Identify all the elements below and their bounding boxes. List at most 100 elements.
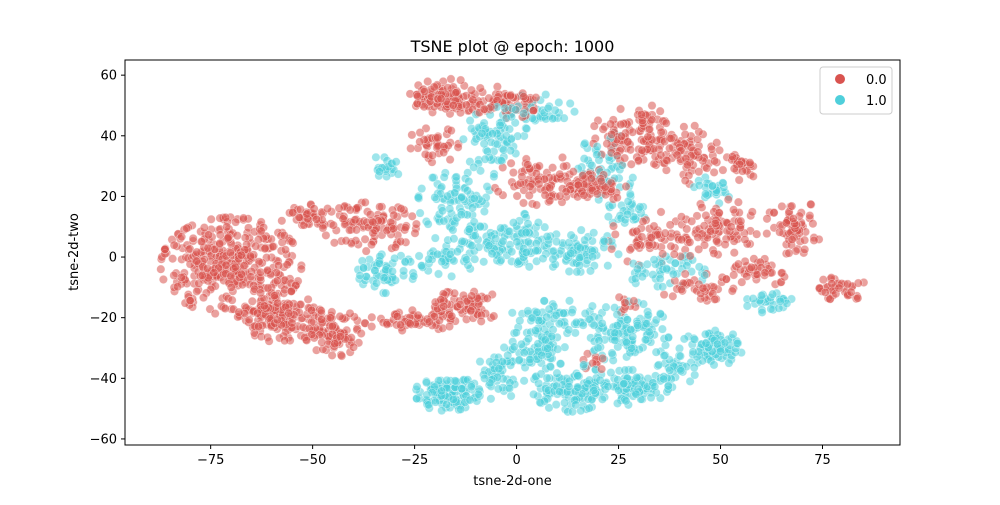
scatter-point-class-0: [177, 232, 187, 242]
scatter-point-class-1: [578, 320, 588, 330]
scatter-point-class-0: [222, 222, 232, 232]
scatter-point-class-0: [658, 249, 668, 259]
scatter-point-class-1: [540, 335, 550, 345]
scatter-point-class-0: [246, 251, 256, 261]
scatter-point-class-1: [480, 373, 490, 383]
scatter-point-class-1: [487, 249, 497, 259]
scatter-point-class-0: [714, 145, 724, 155]
scatter-point-class-0: [351, 225, 361, 235]
scatter-point-class-0: [777, 201, 787, 211]
scatter-point-class-1: [607, 348, 617, 358]
scatter-point-class-1: [658, 282, 668, 292]
scatter-point-class-1: [679, 334, 689, 344]
scatter-point-class-1: [556, 359, 566, 369]
scatter-point-class-0: [616, 104, 626, 114]
scatter-point-class-0: [287, 237, 297, 247]
scatter-point-class-0: [834, 283, 844, 293]
scatter-point-class-1: [589, 320, 599, 330]
scatter-point-class-1: [766, 304, 776, 314]
scatter-point-class-1: [448, 225, 458, 235]
scatter-point-class-0: [805, 211, 815, 221]
scatter-point-class-0: [712, 138, 722, 148]
scatter-point-class-0: [262, 265, 272, 275]
scatter-point-class-0: [367, 322, 377, 332]
scatter-point-class-0: [223, 233, 233, 243]
x-tick-label: −25: [401, 453, 428, 468]
scatter-point-class-1: [393, 169, 403, 179]
scatter-point-class-0: [548, 163, 558, 173]
scatter-point-class-0: [215, 230, 225, 240]
x-axis: −75 −50 −25 0 25 50 75: [197, 445, 831, 468]
y-axis-label: tsne-2d-two: [67, 213, 82, 291]
scatter-point-class-1: [496, 156, 506, 166]
scatter-point-class-1: [587, 160, 597, 170]
scatter-point-class-1: [417, 184, 427, 194]
scatter-point-class-0: [698, 283, 708, 293]
scatter-point-class-0: [407, 130, 417, 140]
legend-label-1: 1.0: [866, 94, 887, 109]
scatter-point-class-0: [579, 190, 589, 200]
scatter-point-class-1: [542, 312, 552, 322]
scatter-point-class-0: [534, 161, 544, 171]
scatter-point-class-0: [375, 202, 385, 212]
scatter-point-class-1: [732, 338, 742, 348]
scatter-point-class-0: [625, 145, 635, 155]
scatter-point-class-1: [564, 266, 574, 276]
scatter-point-class-1: [621, 396, 631, 406]
scatter-point-class-1: [648, 270, 658, 280]
scatter-point-class-0: [647, 101, 657, 111]
scatter-point-class-1: [479, 207, 489, 217]
scatter-point-class-0: [192, 247, 202, 257]
scatter-point-class-0: [685, 237, 695, 247]
scatter-point-class-0: [192, 256, 202, 266]
scatter-point-class-1: [659, 351, 669, 361]
scatter-point-class-1: [649, 255, 659, 265]
scatter-point-class-1: [489, 172, 499, 182]
scatter-point-class-0: [263, 283, 273, 293]
scatter-point-class-0: [660, 228, 670, 238]
scatter-point-class-1: [635, 202, 645, 212]
scatter-point-class-1: [663, 333, 673, 343]
scatter-point-class-0: [286, 286, 296, 296]
scatter-point-class-1: [500, 103, 510, 113]
scatter-point-class-0: [341, 236, 351, 246]
scatter-point-class-0: [666, 133, 676, 143]
scatter-point-class-1: [573, 371, 583, 381]
scatter-point-class-0: [411, 219, 421, 229]
scatter-point-class-1: [524, 262, 534, 272]
scatter-point-class-0: [644, 124, 654, 134]
scatter-point-class-0: [468, 95, 478, 105]
scatter-point-class-0: [606, 119, 616, 129]
scatter-point-class-0: [701, 211, 711, 221]
scatter-point-class-1: [412, 382, 422, 392]
scatter-point-class-1: [606, 368, 616, 378]
scatter-point-class-0: [809, 235, 819, 245]
scatter-point-class-1: [523, 306, 533, 316]
scatter-point-class-0: [694, 244, 704, 254]
scatter-point-class-1: [659, 374, 669, 384]
scatter-point-class-1: [632, 264, 642, 274]
scatter-point-class-1: [508, 218, 518, 228]
scatter-point-class-0: [690, 121, 700, 131]
scatter-point-class-1: [643, 310, 653, 320]
scatter-point-class-1: [511, 327, 521, 337]
scatter-point-class-0: [525, 182, 535, 192]
scatter-point-class-0: [368, 228, 378, 238]
scatter-point-class-0: [692, 211, 702, 221]
scatter-point-class-1: [608, 355, 618, 365]
scatter-point-class-1: [439, 172, 449, 182]
scatter-point-class-0: [188, 233, 198, 243]
scatter-point-class-0: [646, 233, 656, 243]
scatter-point-class-0: [246, 272, 256, 282]
scatter-point-class-1: [457, 384, 467, 394]
scatter-point-class-1: [509, 342, 519, 352]
x-tick-label: −75: [197, 453, 224, 468]
scatter-point-class-0: [752, 269, 762, 279]
scatter-point-class-0: [405, 319, 415, 329]
scatter-point-class-0: [712, 236, 722, 246]
scatter-point-class-0: [620, 153, 630, 163]
scatter-point-class-1: [566, 230, 576, 240]
scatter-point-class-1: [391, 157, 401, 167]
scatter-point-class-0: [424, 317, 434, 327]
scatter-point-class-1: [757, 307, 767, 317]
